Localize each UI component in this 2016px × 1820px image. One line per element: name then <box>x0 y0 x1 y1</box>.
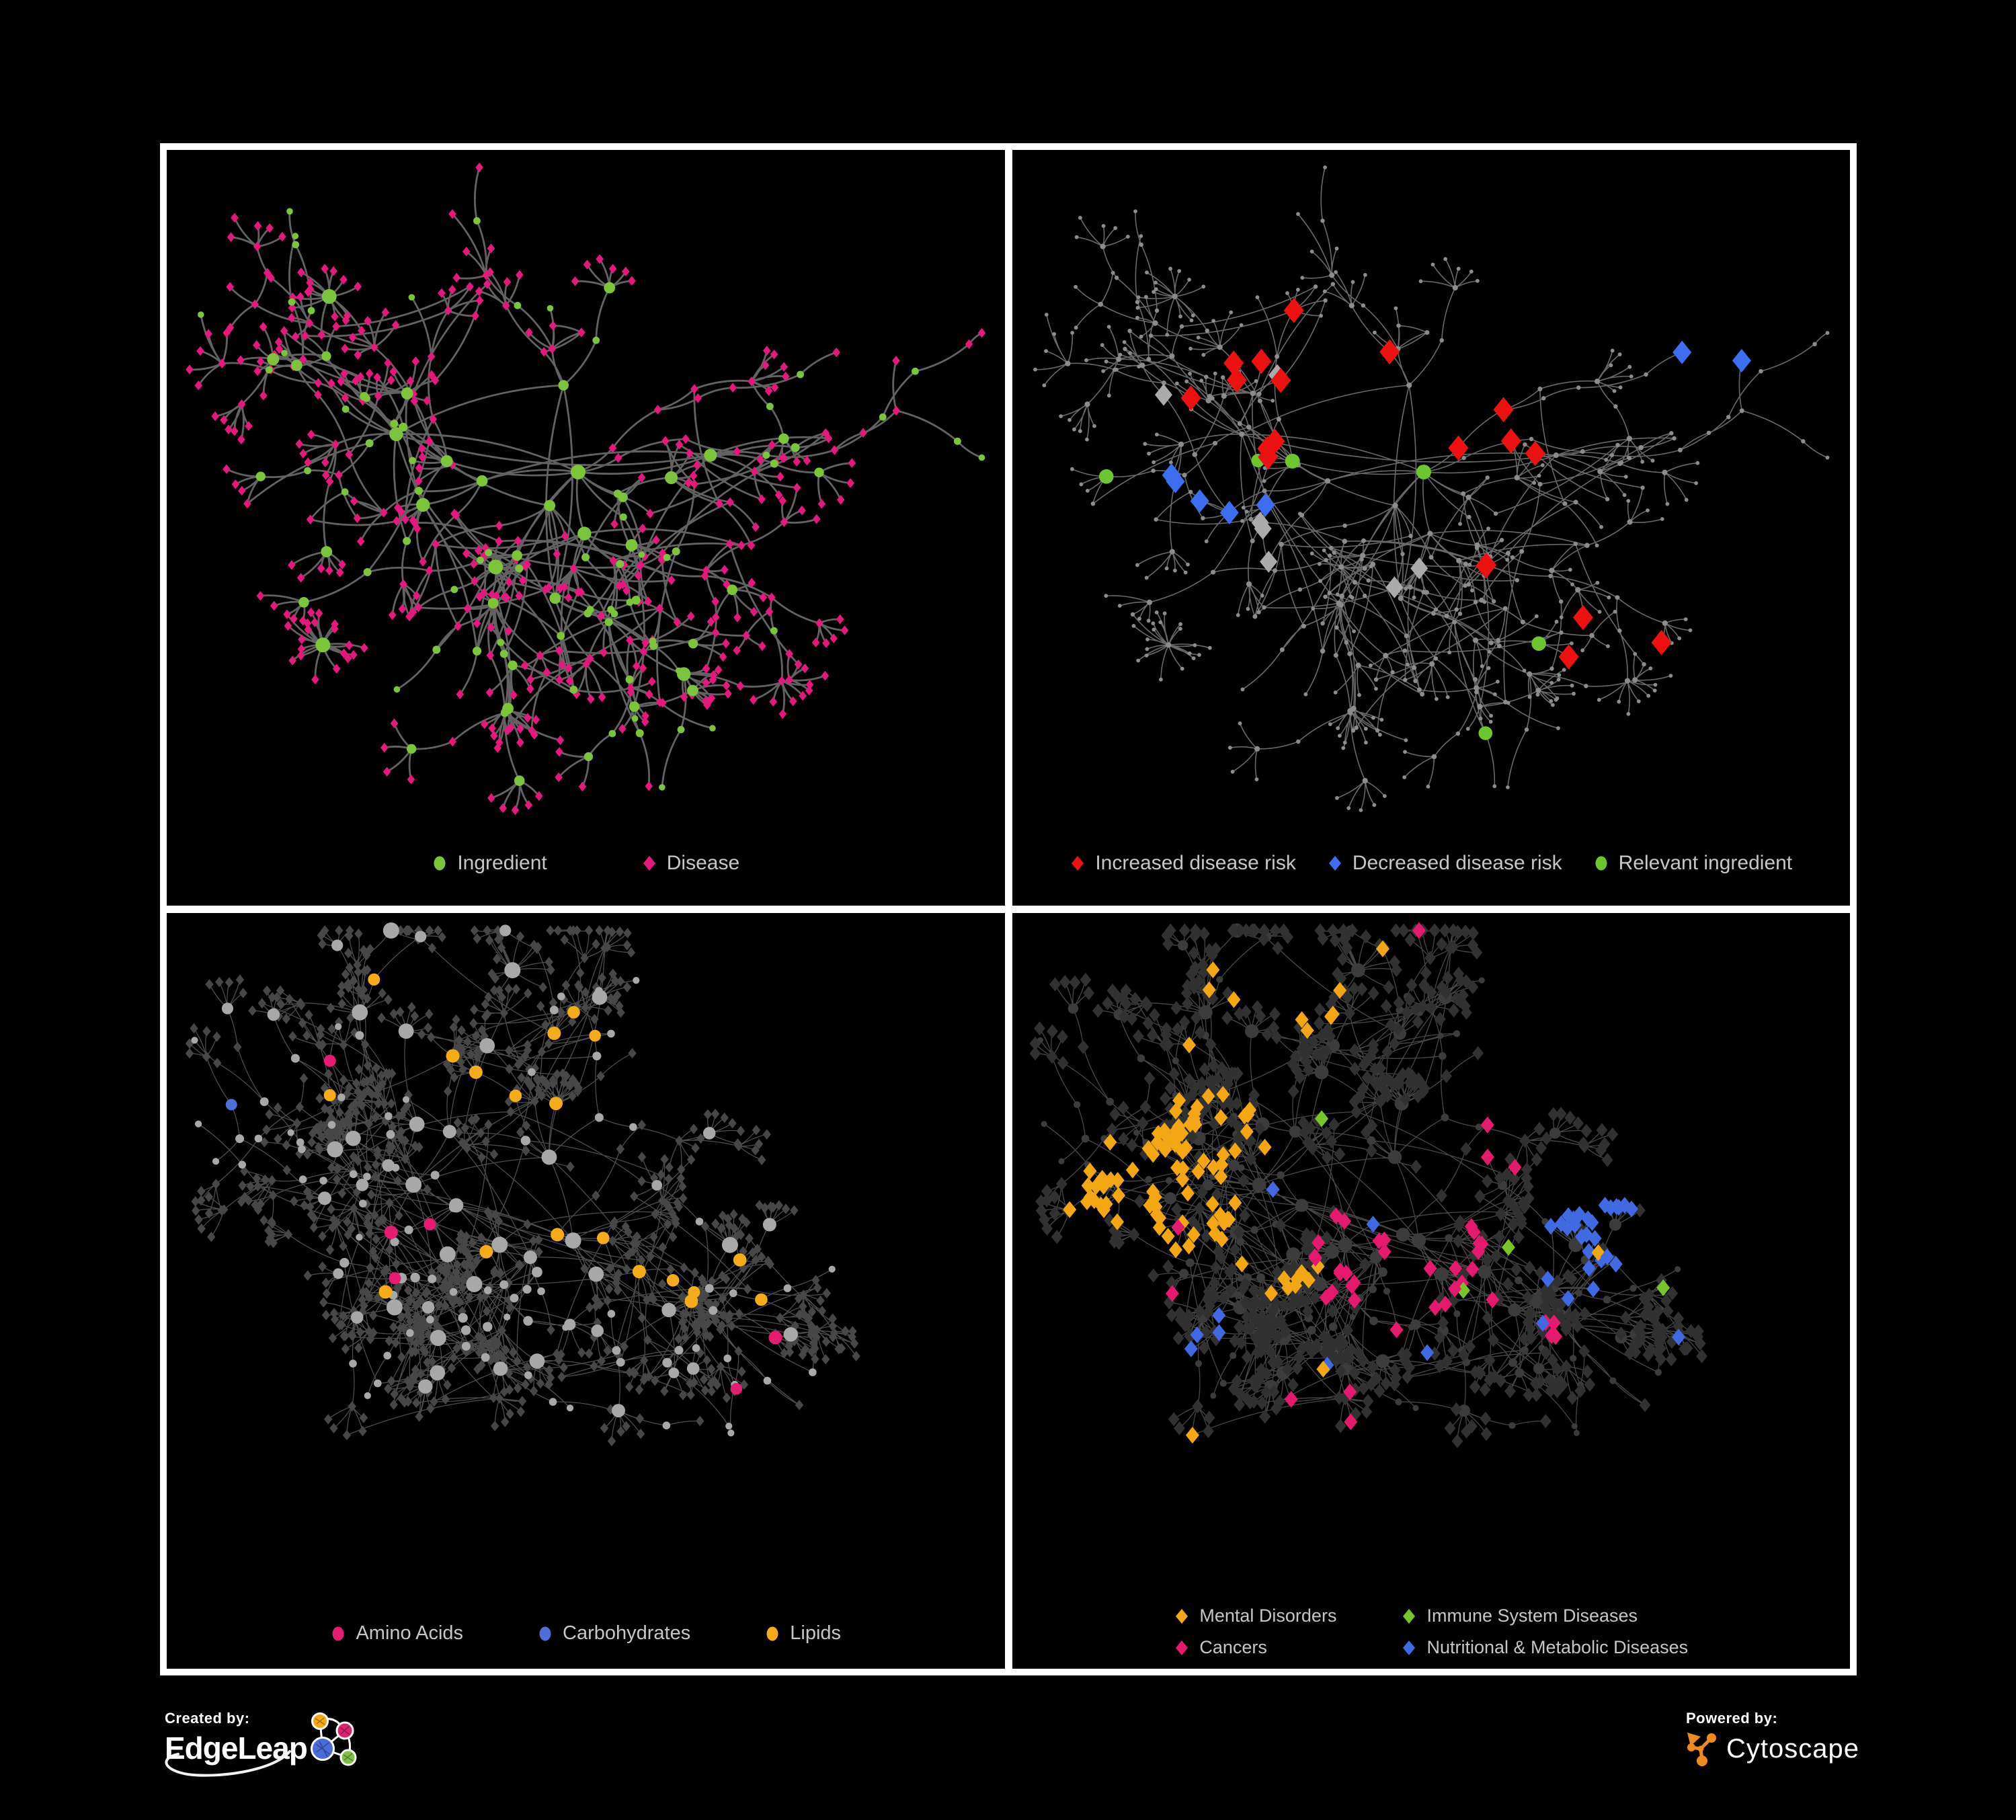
legend-swatch-diamond-icon <box>1072 856 1084 871</box>
legend-swatch-circle-icon <box>766 1626 778 1640</box>
legend-item-lipids: Lipids <box>764 1622 841 1645</box>
legend-label: Nutritional & Metabolic Diseases <box>1426 1637 1689 1657</box>
legend-item-immune-system-diseases: Immune System Diseases <box>1401 1606 1638 1626</box>
legend-item-relevant-ingredient: Relevant ingredient <box>1593 852 1793 875</box>
legend-item-mental-disorders: Mental Disorders <box>1174 1606 1336 1626</box>
legend-item-nutritional-metabolic-diseases: Nutritional & Metabolic Diseases <box>1401 1637 1688 1658</box>
cytoscape-logo-icon <box>1687 1733 1716 1766</box>
legend-swatch-circle-icon <box>332 1626 344 1640</box>
edgeleap-logo-icon <box>310 1712 357 1766</box>
legend-label: Carbohydrates <box>563 1622 691 1644</box>
legend-label: Increased disease risk <box>1095 852 1296 874</box>
legend-swatch-diamond-icon <box>1403 1640 1416 1655</box>
legend-label: Immune System Diseases <box>1426 1606 1638 1626</box>
legend-label: Amino Acids <box>356 1622 464 1644</box>
legend-item-ingredient: Ingredient <box>432 852 547 875</box>
legend-disease-risk: Increased disease risk Decreased disease … <box>1012 852 1851 875</box>
cytoscape-wordmark: Cytoscape <box>1726 1733 1859 1764</box>
panel-ingredient-disease: Ingredient Disease <box>167 150 1005 906</box>
network-disease-risk-graph <box>1033 165 1829 812</box>
legend-swatch-circle-icon <box>539 1626 551 1640</box>
network-ingredient-categories-graph <box>185 922 860 1447</box>
legend-item-disease: Disease <box>641 852 739 875</box>
created-by-label: Created by: <box>165 1710 250 1727</box>
edgeleap-credit: Created by: EdgeLeap <box>165 1710 387 1777</box>
legend-swatch-diamond-icon <box>1176 1608 1188 1624</box>
legend-label: Disease <box>666 852 740 874</box>
legend-item-decreased-disease-risk: Decreased disease risk <box>1327 852 1562 875</box>
legend-ingredient-disease: Ingredient Disease <box>167 852 1005 875</box>
legend-label: Decreased disease risk <box>1352 852 1562 874</box>
legend-swatch-diamond-icon <box>1176 1640 1188 1655</box>
network-ingredient-disease-graph <box>186 162 986 816</box>
legend-item-amino-acids: Amino Acids <box>330 1622 463 1645</box>
legend-label: Lipids <box>790 1622 842 1644</box>
legend-swatch-diamond-icon <box>643 856 655 871</box>
panel-ingredient-categories: Amino Acids Carbohydrates Lipids <box>167 913 1005 1669</box>
legend-label: Ingredient <box>457 852 547 874</box>
legend-ingredient-categories: Amino Acids Carbohydrates Lipids <box>167 1622 1005 1645</box>
network-disease-categories-graph <box>1029 922 1707 1448</box>
legend-disease-categories: Mental Disorders Immune System Diseases Ca… <box>1012 1606 1851 1658</box>
legend-swatch-diamond-icon <box>1328 856 1341 871</box>
legend-label: Relevant ingredient <box>1618 852 1793 874</box>
panel-disease-categories: Mental Disorders Immune System Diseases Ca… <box>1012 913 1851 1669</box>
panel-grid: Ingredient Disease Increased disease risk… <box>160 143 1857 1675</box>
legend-swatch-diamond-icon <box>1403 1608 1416 1624</box>
legend-label: Cancers <box>1199 1637 1267 1657</box>
cytoscape-credit: Powered by: Cytoscape <box>1686 1710 1928 1768</box>
edgeleap-swoosh-icon <box>165 1750 291 1777</box>
legend-grid: Mental Disorders Immune System Diseases Ca… <box>1174 1606 1688 1658</box>
legend-swatch-circle-icon <box>1595 856 1607 871</box>
legend-item-increased-disease-risk: Increased disease risk <box>1070 852 1296 875</box>
legend-item-carbohydrates: Carbohydrates <box>537 1622 690 1645</box>
panel-disease-risk: Increased disease risk Decreased disease … <box>1012 150 1851 906</box>
legend-item-cancers: Cancers <box>1174 1637 1267 1658</box>
legend-swatch-circle-icon <box>434 856 446 871</box>
legend-label: Mental Disorders <box>1199 1606 1337 1626</box>
powered-by-label: Powered by: <box>1686 1710 1778 1727</box>
